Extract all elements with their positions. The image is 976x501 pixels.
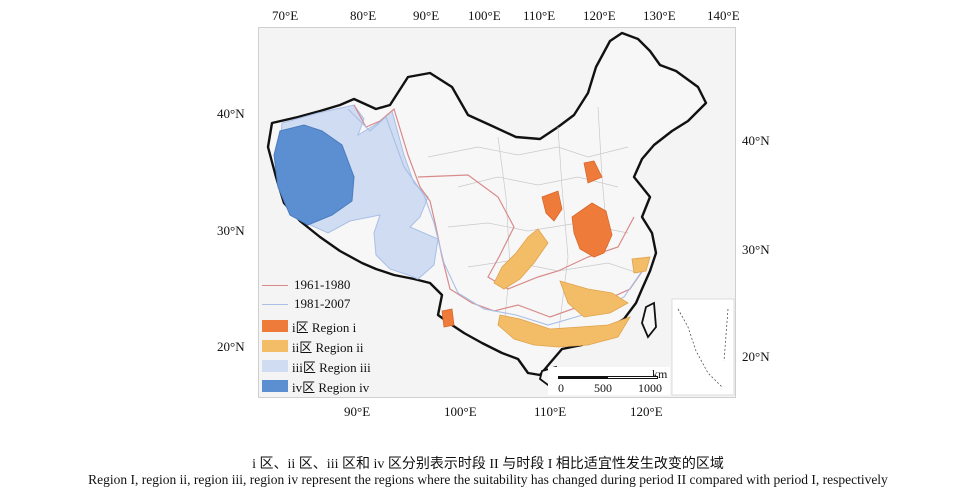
lon-label-top: 80°E [350, 8, 377, 23]
inset-islands [677, 308, 729, 388]
legend-swatch-region-ii [262, 340, 288, 352]
lon-label-top: 110°E [523, 8, 556, 23]
legend-swatch-region-iii [262, 360, 288, 372]
legend-item-region-ii: ii区 Region ii [262, 338, 364, 355]
lat-label-left: 30°N [217, 223, 245, 238]
legend-label-region-iii: iii区 Region iii [292, 359, 371, 375]
taiwan-island [641, 301, 657, 339]
china-outline [266, 31, 708, 377]
legend-swatch-1981 [262, 303, 288, 305]
region-iv-area [273, 124, 355, 226]
legend-item-region-iv: iv区 Region iv [262, 378, 370, 395]
legend-label-1981: 1981-2007 [294, 296, 351, 311]
legend-swatch-1961 [262, 284, 288, 286]
lon-label-bottom: 100°E [444, 404, 477, 419]
scale-bar-tick: 1000 [638, 381, 662, 395]
legend-label-region-iv: iv区 Region iv [292, 379, 370, 395]
lon-label-bottom: 120°E [630, 404, 663, 419]
lon-label-bottom: 110°E [534, 404, 567, 419]
legend-item-1981: 1981-2007 [262, 296, 350, 312]
scale-bar-unit: km [652, 367, 668, 381]
region-i-areas [441, 160, 613, 328]
lat-label-left: 20°N [217, 339, 245, 354]
lat-label-right: 40°N [742, 133, 770, 148]
caption-english: Region I, region ii, region iii, region … [88, 472, 888, 487]
legend-item-region-i: i区 Region i [262, 318, 357, 335]
lon-label-top: 130°E [643, 8, 676, 23]
lon-label-top: 90°E [413, 8, 440, 23]
lon-label-top: 140°E [707, 8, 740, 23]
legend-swatch-region-iv [262, 380, 288, 392]
scale-bar-tick: 0 [558, 381, 564, 395]
lat-label-left: 40°N [217, 106, 245, 121]
south-china-sea-inset [671, 298, 735, 396]
scale-bar-tick: 500 [594, 381, 612, 395]
caption-chinese: i 区、ii 区、iii 区和 iv 区分别表示时段 II 与时段 I 相比适宜… [252, 457, 724, 472]
legend-item-1961: 1961-1980 [262, 277, 350, 293]
legend-item-region-iii: iii区 Region iii [262, 358, 371, 375]
lat-label-right: 20°N [742, 349, 770, 364]
lon-label-top: 100°E [468, 8, 501, 23]
map-canvas [266, 31, 735, 396]
scale-bar-line [558, 376, 658, 379]
region-ii-areas [493, 228, 651, 348]
scale-bar: km 0 500 1000 [548, 367, 670, 395]
legend-swatch-region-i [262, 320, 288, 332]
lat-label-right: 30°N [742, 242, 770, 257]
legend-label-1961: 1961-1980 [294, 277, 351, 292]
lon-label-top: 120°E [583, 8, 616, 23]
lon-label-bottom: 90°E [344, 404, 371, 419]
legend-label-region-i: i区 Region i [292, 319, 357, 335]
lon-label-top: 70°E [272, 8, 299, 23]
legend-label-region-ii: ii区 Region ii [292, 339, 364, 355]
